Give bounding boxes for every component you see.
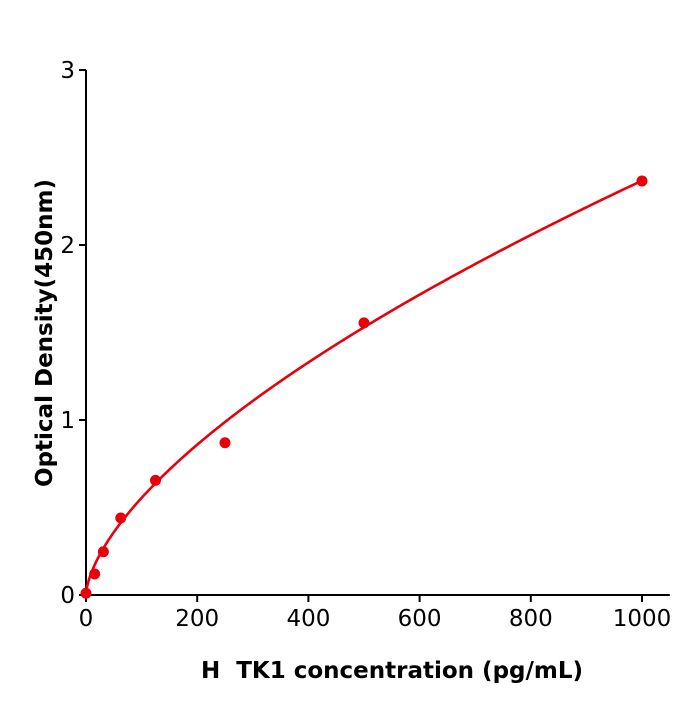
data-point xyxy=(636,175,648,187)
x-tick-label: 400 xyxy=(286,606,330,632)
data-point xyxy=(80,587,92,599)
x-tick-label: 0 xyxy=(79,606,94,632)
fit-curve xyxy=(84,179,643,596)
x-tick-label: 200 xyxy=(175,606,219,632)
y-axis-label: Optical Density(450nm) xyxy=(32,179,58,487)
data-point xyxy=(150,474,161,486)
data-point xyxy=(115,512,127,524)
data-points xyxy=(80,175,648,599)
data-point xyxy=(89,568,101,580)
x-tick-label: 1000 xyxy=(613,606,672,632)
data-point xyxy=(358,317,370,329)
x-axis-label: H TK1 concentration (pg/mL) xyxy=(201,658,583,684)
data-point xyxy=(219,437,231,449)
x-tick-label: 800 xyxy=(509,606,553,632)
x-tick-label: 600 xyxy=(398,606,442,632)
axes: 0 200 400 600 800 1000 0 1 2 3 xyxy=(60,58,671,632)
data-point xyxy=(97,546,109,558)
y-tick-label: 1 xyxy=(60,408,75,434)
y-tick-label: 2 xyxy=(60,233,75,259)
y-tick-label: 3 xyxy=(60,58,75,84)
y-tick-label: 0 xyxy=(60,583,75,609)
